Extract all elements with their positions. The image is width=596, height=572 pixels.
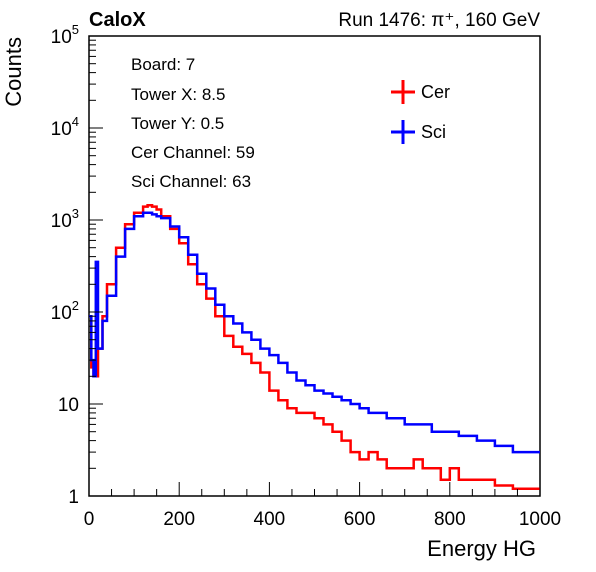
info-cer-channel: Cer Channel: 59: [131, 143, 255, 162]
plot-frame: [88, 35, 541, 497]
x-tick-label: 600: [344, 509, 376, 530]
run-info-title: Run 1476: π⁺, 160 GeV: [338, 10, 540, 31]
series-sci-line: [89, 211, 540, 454]
brand-title: CaloX: [89, 9, 146, 31]
y-tick-label: 105: [51, 22, 79, 48]
x-tick-label: 1000: [519, 509, 561, 530]
info-tower-y: Tower Y: 0.5: [131, 114, 224, 133]
x-tick-label: 800: [434, 509, 466, 530]
series-cer-line: [89, 203, 540, 490]
y-tick-label: 103: [51, 206, 79, 232]
x-axis-ticks: 0 200 400 600 800 1000: [84, 482, 561, 530]
info-box: Board: 7 Tower X: 8.5 Tower Y: 0.5 Cer C…: [131, 55, 255, 191]
y-tick-label: 1: [68, 487, 79, 508]
legend-cer-label: Cer: [421, 82, 450, 102]
info-tower-x: Tower X: 8.5: [131, 85, 226, 104]
x-tick-label: 0: [84, 509, 95, 530]
info-board: Board: 7: [131, 55, 195, 74]
series-layer: [89, 203, 540, 490]
legend: Cer Sci: [391, 80, 450, 144]
y-axis-label: Counts: [1, 37, 26, 107]
x-tick-label: 400: [254, 509, 286, 530]
legend-sci-marker: [391, 120, 415, 144]
y-tick-label: 102: [51, 298, 79, 324]
legend-sci-label: Sci: [421, 122, 446, 142]
y-tick-label: 104: [51, 114, 79, 140]
x-tick-label: 200: [163, 509, 195, 530]
x-axis-label: Energy HG: [427, 536, 536, 561]
legend-cer-marker: [391, 80, 415, 104]
info-sci-channel: Sci Channel: 63: [131, 172, 251, 191]
y-axis-ticks: 1 10 102 103 104 105: [51, 22, 103, 508]
y-tick-label: 10: [58, 395, 79, 416]
